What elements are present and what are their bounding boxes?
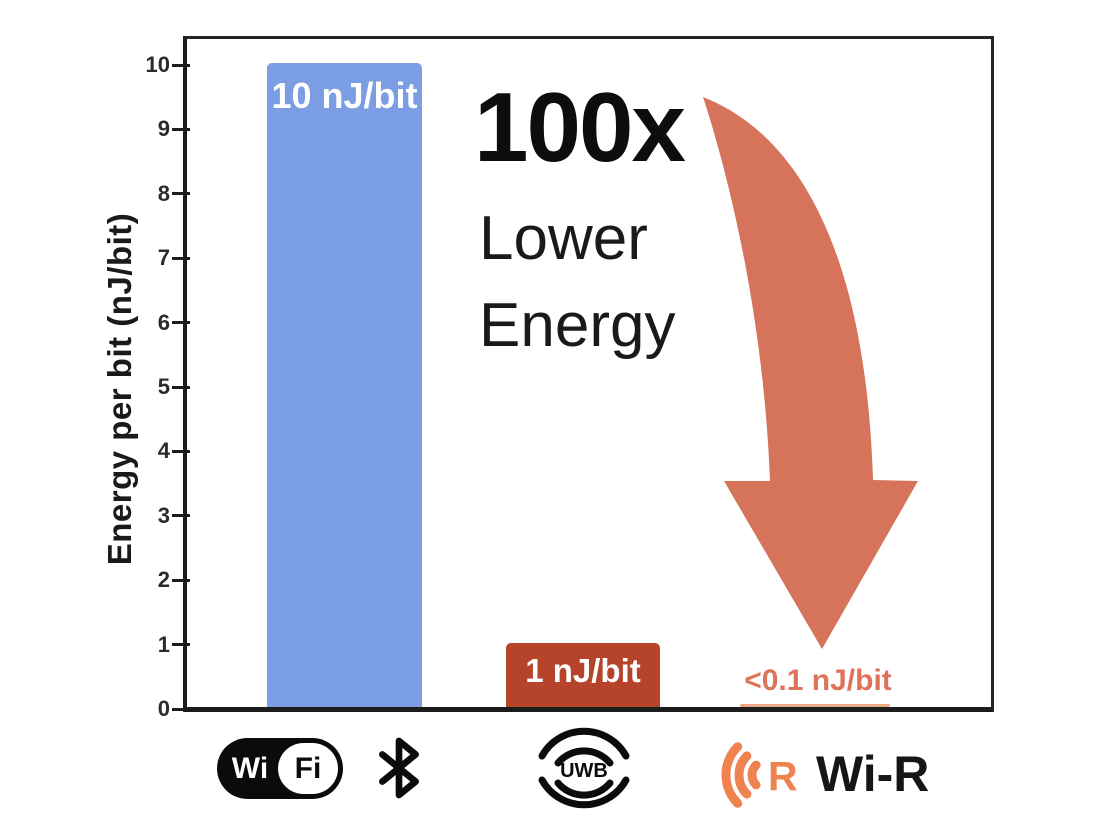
plot-frame (183, 36, 994, 712)
wifi-logo-icon: Wi Fi (217, 738, 343, 799)
y-tick-mark (172, 449, 190, 453)
y-tick-mark (172, 514, 190, 518)
y-tick-label: 3 (157, 502, 170, 528)
uwb-icon: UWB (538, 727, 630, 809)
y-tick-label: 5 (157, 374, 170, 399)
y-tick-label: 8 (157, 180, 170, 206)
bar-uwb-value-label: 1 nJ/bit (525, 652, 641, 689)
y-tick-mark (172, 707, 190, 711)
wir-logo-icon: R Wi-R (721, 742, 929, 808)
wifi-logo-fi-text: Fi (278, 743, 338, 794)
y-tick-label: 1 (157, 631, 170, 657)
annotation-line1: Lower (479, 204, 648, 273)
bar-uwb: 1 nJ/bit (506, 643, 660, 707)
wir-logo-wordmark: Wi-R (816, 746, 929, 802)
y-tick-label: 9 (157, 116, 170, 142)
annotation-headline: 100x (474, 72, 686, 182)
bar-wir-value-label: <0.1 nJ/bit (744, 664, 892, 697)
y-tick-label: 7 (157, 245, 170, 271)
y-tick-mark (172, 385, 190, 389)
y-tick-mark (172, 256, 190, 260)
y-tick-mark (172, 127, 190, 131)
wifi-logo-wi-text: Wi (231, 751, 269, 785)
wir-logo-r-text: R (768, 753, 798, 799)
bar-wifi-value-label: 10 nJ/bit (271, 75, 418, 116)
y-tick-mark (172, 321, 190, 325)
y-tick-label: 4 (157, 438, 170, 464)
y-tick-label: 2 (157, 567, 170, 593)
y-tick-mark (172, 643, 190, 647)
bar-wifi-bluetooth: 10 nJ/bit (267, 63, 422, 707)
y-tick-mark (172, 63, 190, 67)
uwb-icon-text: UWB (560, 760, 608, 782)
bar-wir (740, 704, 890, 707)
y-tick-mark (172, 578, 190, 582)
y-tick-label: 6 (157, 309, 170, 335)
y-tick-label: 0 (157, 696, 170, 721)
y-tick-mark (172, 192, 190, 196)
curved-down-arrow-icon (703, 97, 918, 649)
annotation-line2: Energy (479, 291, 676, 360)
y-tick-label: 10 (145, 52, 170, 77)
bluetooth-icon (379, 737, 419, 799)
wir-signal-arcs-icon (721, 742, 761, 808)
